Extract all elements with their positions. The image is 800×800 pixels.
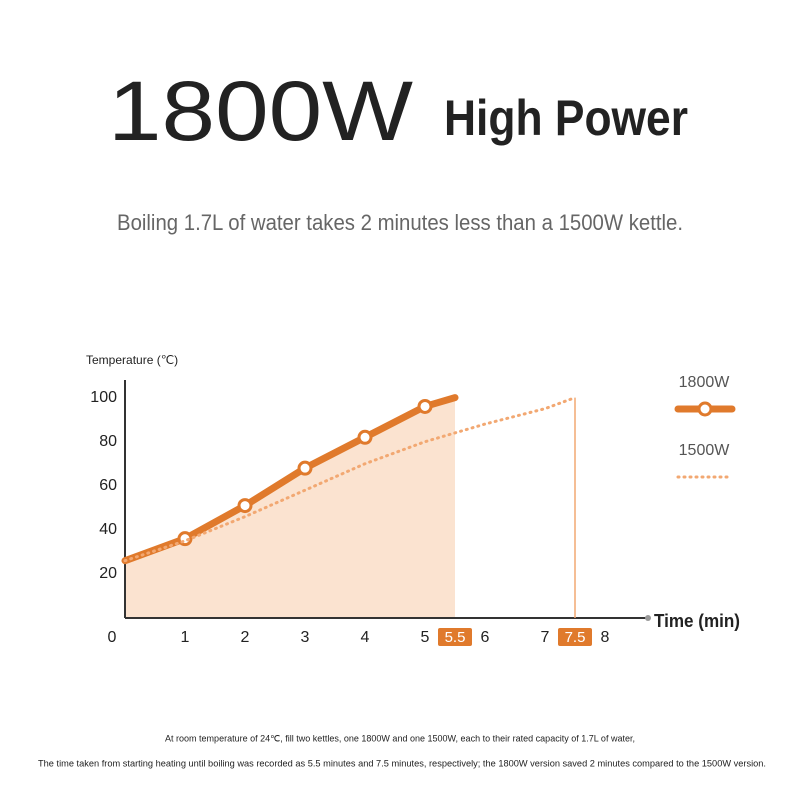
line (123, 396, 577, 563)
y-tick-label: 20 (99, 565, 117, 582)
x-tick-label: 2 (241, 629, 250, 646)
x-tick-label: 8 (601, 629, 610, 646)
x-tick-label: 3 (301, 629, 310, 646)
highlight-tick-box (438, 628, 472, 646)
highlight-tick-box (558, 628, 592, 646)
footnote: At room temperature of 24℃, fill two ket… (165, 733, 635, 743)
x-tick-label: 0 (108, 629, 117, 646)
y-tick-label: 60 (99, 477, 117, 494)
headline: High Power (444, 90, 688, 146)
area (125, 397, 455, 618)
y-tick-label: 40 (99, 521, 117, 538)
marker (417, 398, 433, 414)
x-tick-label: 6 (481, 629, 490, 646)
legend-marker (697, 401, 713, 417)
highlight-tick-label: 5.5 (445, 629, 466, 646)
power-title: 1800W (108, 64, 413, 158)
x-tick-label: 7 (541, 629, 550, 646)
x-axis-label: Time (min) (654, 611, 740, 631)
legend-label: 1800W (679, 374, 731, 391)
x-tick-label: 4 (361, 629, 370, 646)
marker (357, 429, 373, 445)
footnote: The time taken from starting heating unt… (38, 758, 766, 768)
y-tick-label: 80 (99, 433, 117, 450)
x-tick-label: 1 (181, 629, 190, 646)
marker (297, 460, 313, 476)
axis-arrow (645, 615, 651, 621)
y-axis-label: Temperature (℃) (86, 353, 178, 367)
subtitle: Boiling 1.7L of water takes 2 minutes le… (117, 210, 683, 235)
y-tick-label: 100 (90, 389, 117, 406)
highlight-tick-label: 7.5 (565, 629, 586, 646)
legend-label: 1500W (679, 442, 731, 459)
x-tick-label: 5 (421, 629, 430, 646)
marker (237, 498, 253, 514)
